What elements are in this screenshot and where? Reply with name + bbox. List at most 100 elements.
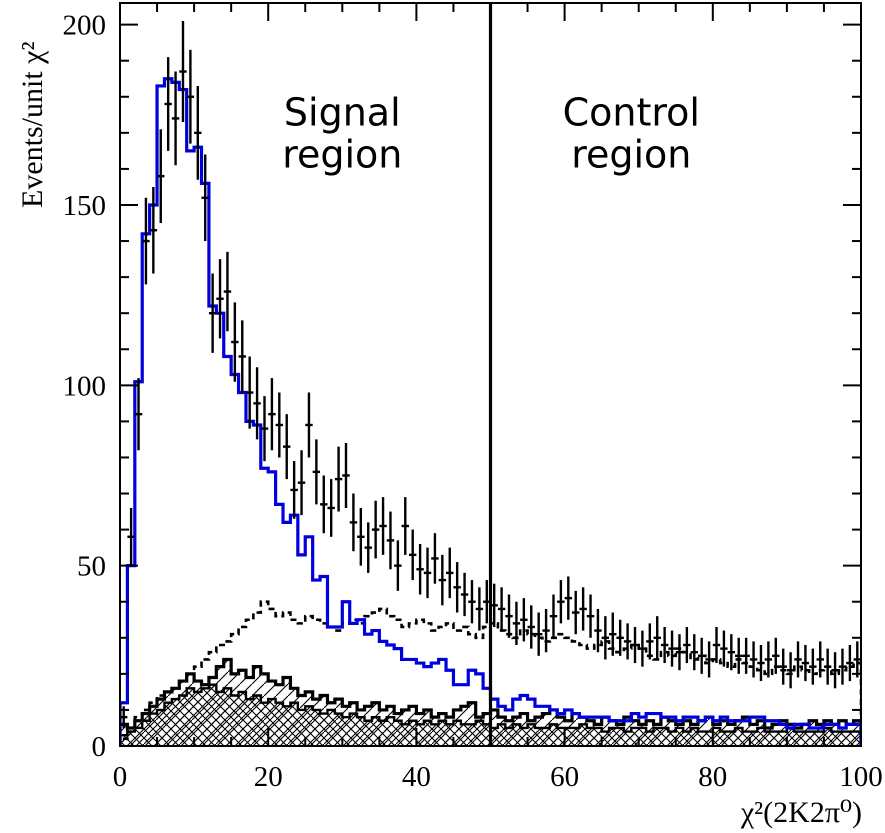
data-point: [334, 446, 343, 512]
data-point: [438, 554, 447, 606]
data-point: [201, 154, 209, 242]
data-point: [764, 641, 773, 678]
histogram-bin: [164, 79, 171, 746]
signal-region-label: Signal region: [282, 91, 402, 177]
data-point: [816, 641, 824, 678]
x-tick-label: 100: [839, 761, 883, 793]
data-point: [260, 396, 269, 462]
data-point: [453, 562, 461, 613]
data-point: [460, 572, 469, 617]
data-point: [557, 580, 565, 624]
data-point: [320, 475, 328, 534]
data-point: [690, 634, 698, 671]
data-point: [275, 392, 284, 458]
data-point: [601, 616, 610, 660]
data-point: [653, 616, 661, 660]
data-point: [646, 623, 654, 660]
histogram-bin: [150, 205, 157, 746]
data-point: [683, 626, 691, 664]
data-point: [786, 652, 795, 689]
data-point: [742, 637, 750, 674]
data-point: [505, 594, 513, 638]
histogram-bin: [187, 151, 194, 746]
data-point: [801, 645, 810, 682]
data-point: [157, 129, 165, 224]
y-tick-label: 50: [77, 551, 106, 583]
series-solid-histogram: [120, 77, 861, 746]
data-point: [179, 21, 187, 123]
data-point: [305, 392, 313, 458]
data-point: [312, 439, 321, 505]
data-point: [216, 259, 224, 339]
data-point: [268, 378, 276, 451]
data-point: [186, 49, 195, 144]
data-point: [208, 273, 217, 353]
data-point: [720, 630, 728, 667]
data-point: [231, 302, 239, 382]
data-point: [149, 186, 158, 274]
data-point: [623, 623, 632, 660]
data-point: [660, 626, 669, 664]
series-data-points: [120, 21, 861, 728]
data-point: [142, 197, 150, 285]
y-tick-label: 100: [63, 370, 107, 402]
data-point: [727, 634, 736, 671]
data-point: [245, 356, 254, 429]
data-point: [475, 587, 484, 631]
data-point: [408, 529, 417, 581]
data-point: [283, 414, 291, 480]
data-point: [497, 587, 506, 631]
x-tick-label: 60: [550, 761, 579, 793]
x-tick-label: 0: [113, 761, 128, 793]
data-point: [431, 533, 439, 584]
data-point: [357, 507, 365, 566]
data-point: [772, 637, 780, 674]
y-tick-label: 0: [92, 731, 107, 763]
data-point: [401, 497, 409, 555]
data-point: [542, 608, 550, 653]
data-point: [327, 479, 335, 537]
data-point: [779, 648, 787, 685]
data-point: [134, 378, 143, 451]
data-point: [171, 71, 180, 166]
data-point: [579, 587, 587, 631]
data-point: [572, 590, 580, 635]
data-point: [794, 641, 802, 678]
data-point: [735, 637, 743, 674]
y-axis-title: Events/unit χ²: [16, 42, 49, 208]
data-point: [468, 580, 476, 624]
data-point: [586, 594, 595, 638]
y-tick-label: 150: [63, 190, 107, 222]
x-axis-title: χ²(2K2π⁰): [740, 796, 862, 829]
data-point: [164, 57, 172, 151]
data-point: [549, 594, 558, 638]
data-point: [394, 540, 402, 591]
data-point: [675, 634, 684, 671]
data-point: [342, 443, 350, 508]
histogram-bin: [194, 147, 201, 746]
data-point: [520, 598, 528, 642]
y-tick-label: 200: [63, 10, 107, 42]
control-region-label: Control region: [563, 91, 700, 177]
data-point: [809, 648, 817, 685]
x-tick-label: 80: [698, 761, 727, 793]
data-point: [853, 641, 861, 678]
data-point: [846, 645, 854, 682]
data-point: [609, 612, 617, 656]
data-point: [838, 648, 847, 685]
histogram-bin: [179, 90, 186, 746]
data-point: [527, 605, 535, 649]
histogram-outline-solid: [120, 77, 861, 746]
data-point: [364, 522, 372, 573]
data-point: [616, 619, 624, 656]
data-point: [705, 641, 713, 678]
data-point: [534, 612, 543, 656]
data-point: [712, 626, 721, 664]
data-point: [416, 544, 424, 595]
data-point: [594, 608, 602, 653]
data-point: [757, 645, 765, 682]
data-point: [631, 626, 639, 664]
data-point: [423, 547, 432, 599]
data-point: [238, 320, 246, 393]
